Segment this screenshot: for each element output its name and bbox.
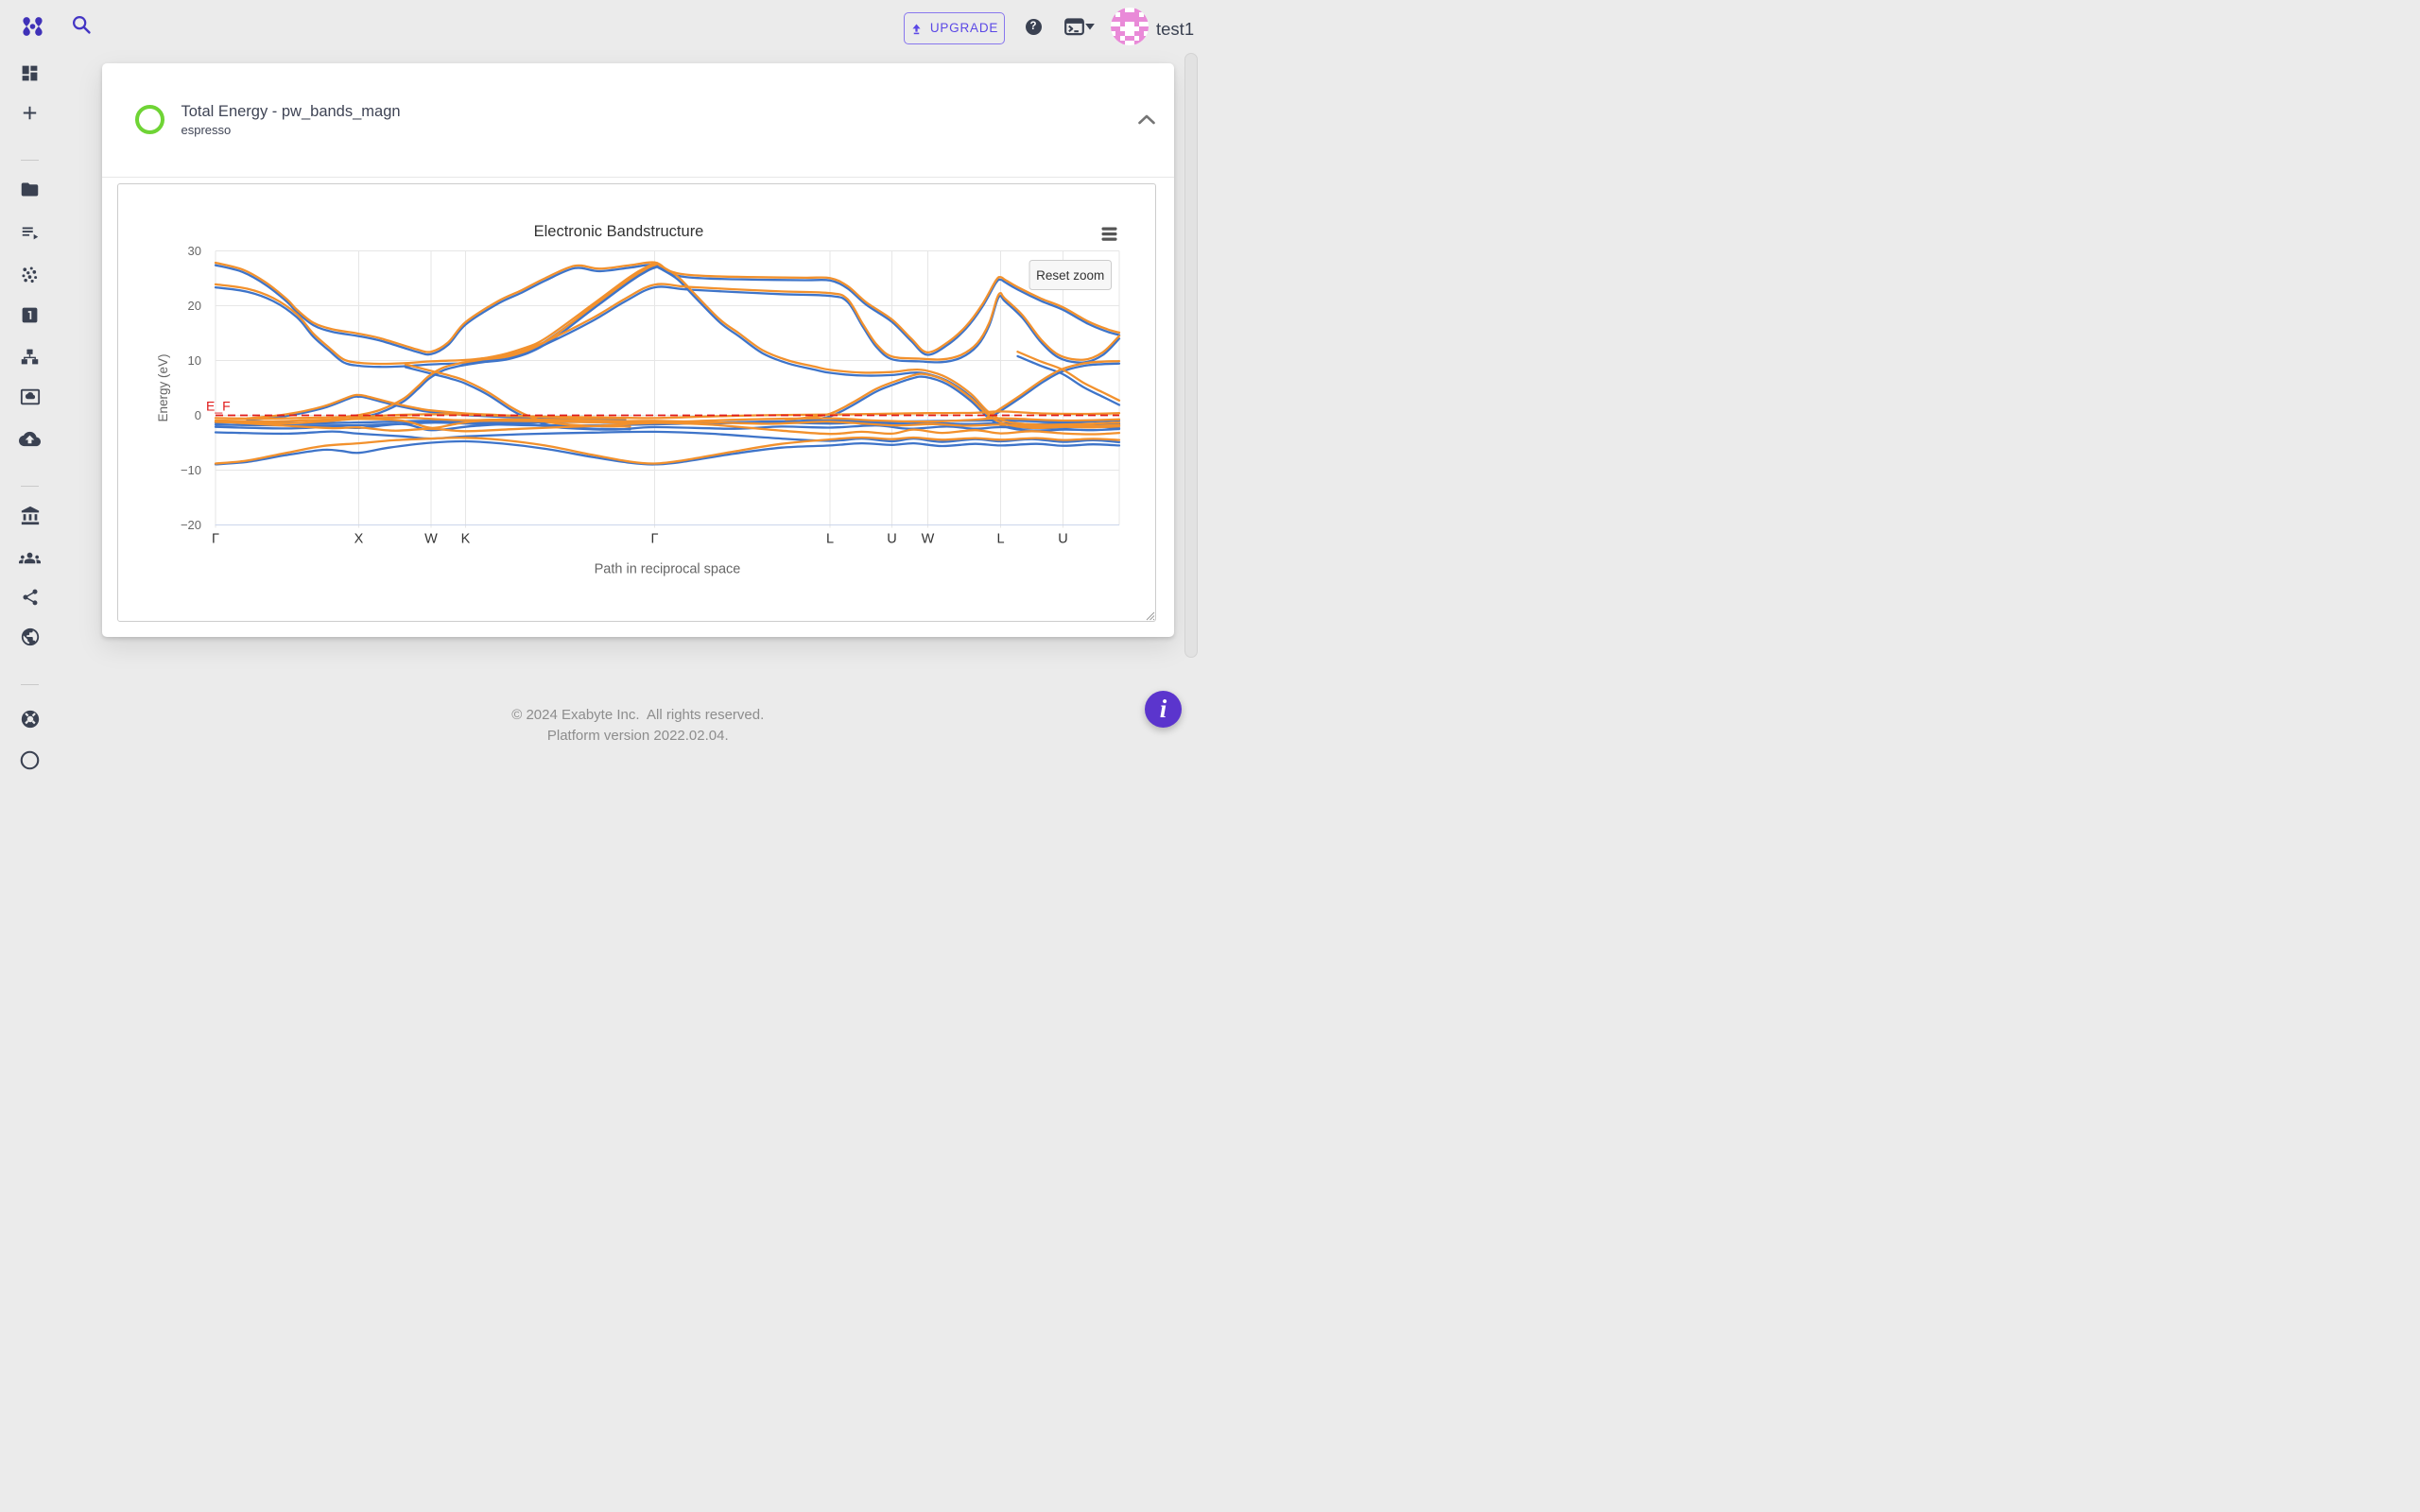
svg-text:Γ: Γ [650,531,658,546]
svg-text:Energy (eV): Energy (eV) [156,353,170,421]
svg-text:−10: −10 [180,463,200,477]
svg-text:W: W [424,531,438,546]
svg-text:10: 10 [187,353,200,368]
svg-text:Path in reciprocal space: Path in reciprocal space [594,561,740,576]
svg-text:W: W [921,531,934,546]
svg-text:0: 0 [194,408,200,422]
svg-text:U: U [887,531,896,546]
svg-text:U: U [1058,531,1067,546]
svg-text:L: L [825,531,833,546]
svg-text:30: 30 [187,244,200,258]
svg-text:Γ: Γ [212,531,219,546]
svg-text:X: X [354,531,363,546]
svg-text:20: 20 [187,299,200,313]
svg-text:K: K [460,531,470,546]
svg-text:Electronic Bandstructure: Electronic Bandstructure [533,223,703,240]
svg-text:E_F: E_F [206,398,231,413]
svg-text:L: L [996,531,1004,546]
svg-text:Reset zoom: Reset zoom [1036,268,1104,283]
svg-text:−20: −20 [180,518,200,532]
